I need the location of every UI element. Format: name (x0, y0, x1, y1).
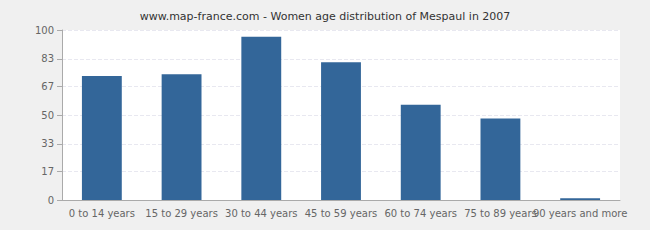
svg-text:50: 50 (41, 110, 54, 121)
svg-text:90 years and more: 90 years and more (533, 208, 628, 219)
svg-text:100: 100 (35, 25, 54, 36)
svg-text:75 to 89 years: 75 to 89 years (464, 208, 537, 219)
svg-text:www.map-france.com - Women age: www.map-france.com - Women age distribut… (140, 10, 511, 23)
svg-text:15 to 29 years: 15 to 29 years (145, 208, 218, 219)
svg-text:83: 83 (41, 53, 54, 64)
svg-text:33: 33 (41, 138, 54, 149)
svg-text:45 to 59 years: 45 to 59 years (305, 208, 378, 219)
svg-text:67: 67 (41, 81, 54, 92)
svg-text:60 to 74 years: 60 to 74 years (384, 208, 457, 219)
svg-text:0 to 14 years: 0 to 14 years (69, 208, 135, 219)
svg-text:17: 17 (41, 166, 54, 177)
svg-text:0: 0 (48, 195, 54, 206)
svg-text:30 to 44 years: 30 to 44 years (225, 208, 298, 219)
